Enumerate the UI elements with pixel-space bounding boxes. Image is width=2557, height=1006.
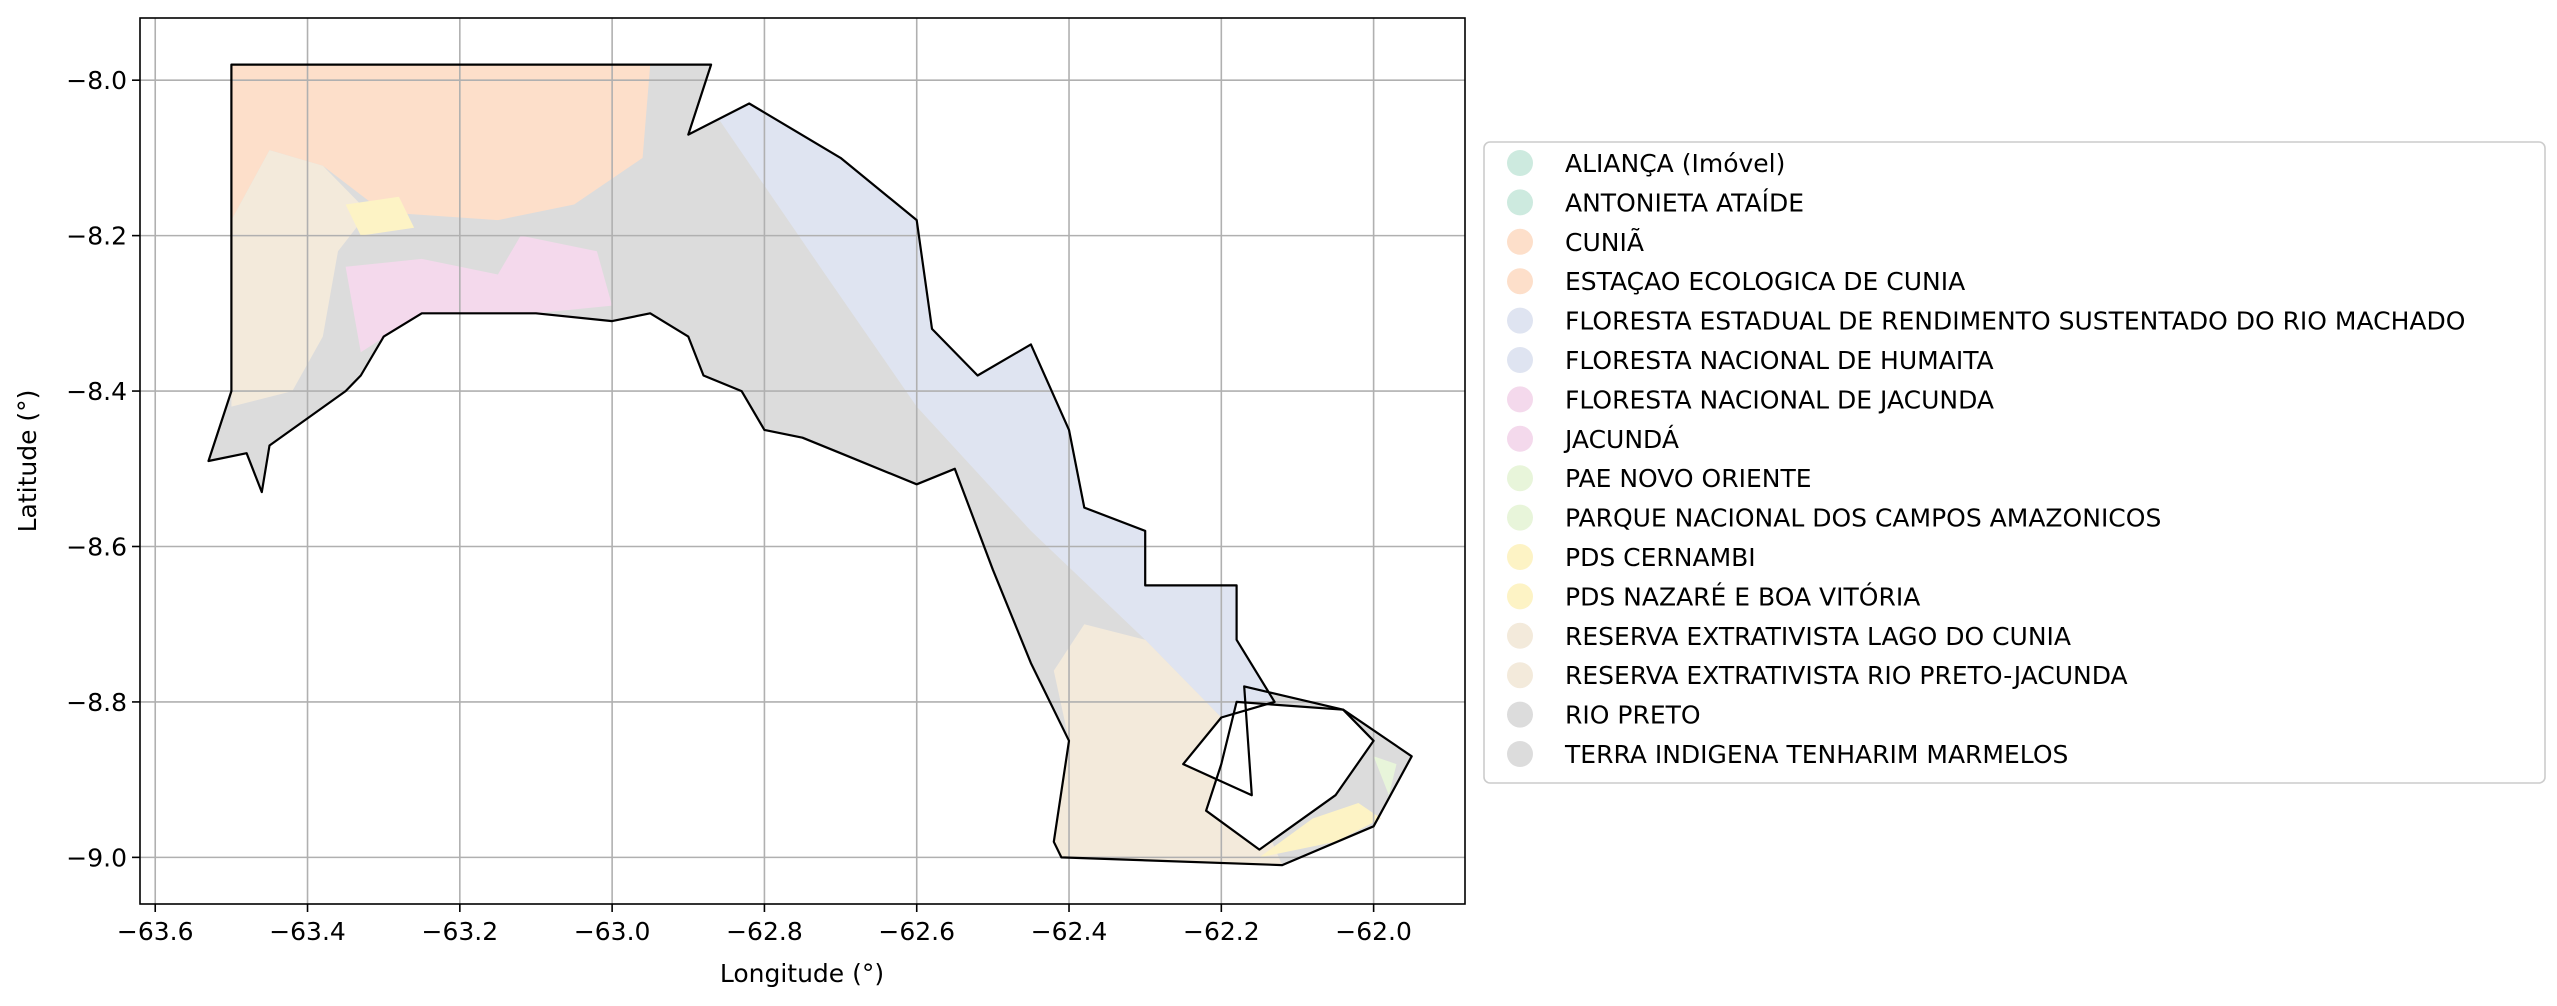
- map-layer: [208, 64, 1412, 866]
- legend-item: PAE NOVO ORIENTE: [1507, 464, 1812, 493]
- y-tick-label-0: −8.0: [66, 66, 127, 95]
- legend-item: ALIANÇA (Imóvel): [1507, 149, 1785, 178]
- region-3: [345, 196, 415, 236]
- x-tick-label-6: −62.4: [1031, 917, 1108, 946]
- legend-marker: [1507, 662, 1533, 689]
- legend-marker: [1507, 228, 1533, 255]
- legend-label: CUNIÃ: [1565, 227, 1644, 257]
- y-tick-label-1: −8.2: [66, 222, 127, 251]
- inner-boundary: [1204, 700, 1375, 851]
- legend-marker: [1507, 386, 1533, 413]
- legend-marker: [1507, 347, 1533, 373]
- legend-item: PARQUE NACIONAL DOS CAMPOS AMAZONICOS: [1507, 504, 2161, 533]
- legend-item: FLORESTA NACIONAL DE JACUNDA: [1507, 385, 1994, 414]
- legend-label: ESTAÇAO ECOLOGICA DE CUNIA: [1565, 267, 1965, 296]
- x-tick-label-1: −63.4: [269, 917, 346, 946]
- legend-label: ANTONIETA ATAÍDE: [1565, 188, 1804, 217]
- legend-frame: [1483, 141, 2546, 784]
- legend-marker: [1507, 465, 1533, 492]
- legend-label: ALIANÇA (Imóvel): [1565, 149, 1785, 178]
- legend-label: PDS CERNAMBI: [1565, 543, 1756, 572]
- x-axis: −63.6 −63.4 −63.2 −63.0 −62.8 −62.6 −62.4 −62.2…: [117, 904, 1412, 946]
- legend-label: RIO PRETO: [1565, 701, 1701, 730]
- legend-item: PDS CERNAMBI: [1507, 543, 1756, 572]
- region-5: [718, 103, 1275, 718]
- legend-label: RESERVA EXTRATIVISTA LAGO DO CUNIA: [1565, 622, 2071, 651]
- x-tick-label-3: −63.0: [574, 917, 651, 946]
- x-tick-label-0: −63.6: [117, 917, 194, 946]
- legend-marker: [1507, 583, 1533, 610]
- region-2: [231, 150, 369, 407]
- legend-marker: [1507, 622, 1533, 649]
- legend-marker: [1507, 544, 1533, 570]
- region-1: [231, 64, 651, 221]
- legend-item: ESTAÇAO ECOLOGICA DE CUNIA: [1507, 267, 1965, 296]
- region-7: [1259, 803, 1382, 858]
- legend-item: JACUNDÁ: [1507, 425, 1679, 454]
- legend-label: FLORESTA NACIONAL DE HUMAITA: [1565, 346, 1994, 375]
- legend-marker: [1507, 425, 1533, 452]
- region-4: [345, 235, 613, 353]
- legend-label: TERRA INDIGENA TENHARIM MARMELOS: [1564, 740, 2068, 769]
- legend-marker: [1507, 307, 1533, 334]
- legend-marker: [1507, 189, 1533, 216]
- y-tick-label-5: −9.0: [66, 843, 127, 872]
- x-tick-label-4: −62.8: [726, 917, 803, 946]
- x-tick-label-5: −62.6: [878, 917, 955, 946]
- y-tick-label-2: −8.4: [66, 377, 127, 406]
- legend-item: FLORESTA ESTADUAL DE RENDIMENTO SUSTENTA…: [1507, 307, 2465, 336]
- y-axis-title: Latitude (°): [13, 390, 42, 533]
- legend-marker: [1507, 150, 1533, 176]
- plot-frame: [139, 17, 1466, 905]
- legend-label: JACUNDÁ: [1563, 425, 1679, 454]
- x-tick-label-7: −62.2: [1183, 917, 1260, 946]
- legend: ALIANÇA (Imóvel) ANTONIETA ATAÍDE CUNIÃ EST…: [1483, 141, 2546, 784]
- x-tick-label-2: −63.2: [422, 917, 499, 946]
- legend-item: RESERVA EXTRATIVISTA LAGO DO CUNIA: [1507, 622, 2071, 651]
- legend-item: FLORESTA NACIONAL DE HUMAITA: [1507, 346, 1994, 375]
- legend-label: PARQUE NACIONAL DOS CAMPOS AMAZONICOS: [1565, 504, 2161, 533]
- legend-item: CUNIÃ: [1507, 227, 1644, 257]
- legend-label: FLORESTA ESTADUAL DE RENDIMENTO SUSTENTA…: [1565, 307, 2465, 336]
- x-axis-title: Longitude (°): [720, 959, 884, 988]
- legend-item: RIO PRETO: [1507, 701, 1701, 730]
- legend-marker: [1507, 741, 1533, 767]
- legend-marker: [1507, 701, 1533, 728]
- legend-marker: [1507, 504, 1533, 531]
- y-axis: −8.0 −8.2 −8.4 −8.6 −8.8 −9.0: [66, 66, 140, 872]
- legend-label: FLORESTA NACIONAL DE JACUNDA: [1565, 385, 1994, 414]
- legend-label: RESERVA EXTRATIVISTA RIO PRETO-JACUNDA: [1565, 661, 2128, 690]
- y-tick-label-3: −8.6: [66, 532, 127, 561]
- legend-marker: [1507, 268, 1533, 295]
- legend-label: PDS NAZARÉ E BOA VITÓRIA: [1565, 581, 1920, 611]
- y-tick-label-4: −8.8: [66, 688, 127, 717]
- legend-label: PAE NOVO ORIENTE: [1565, 464, 1812, 493]
- legend-item: RESERVA EXTRATIVISTA RIO PRETO-JACUNDA: [1507, 661, 2128, 690]
- outline-layer: [207, 63, 1413, 867]
- study-area-boundary: [207, 63, 1413, 867]
- legend-item: PDS NAZARÉ E BOA VITÓRIA: [1507, 581, 1920, 611]
- legend-item: ANTONIETA ATAÍDE: [1507, 188, 1804, 217]
- region-8: [1373, 756, 1397, 796]
- legend-item: TERRA INDIGENA TENHARIM MARMELOS: [1507, 740, 2068, 769]
- x-tick-label-8: −62.0: [1335, 917, 1412, 946]
